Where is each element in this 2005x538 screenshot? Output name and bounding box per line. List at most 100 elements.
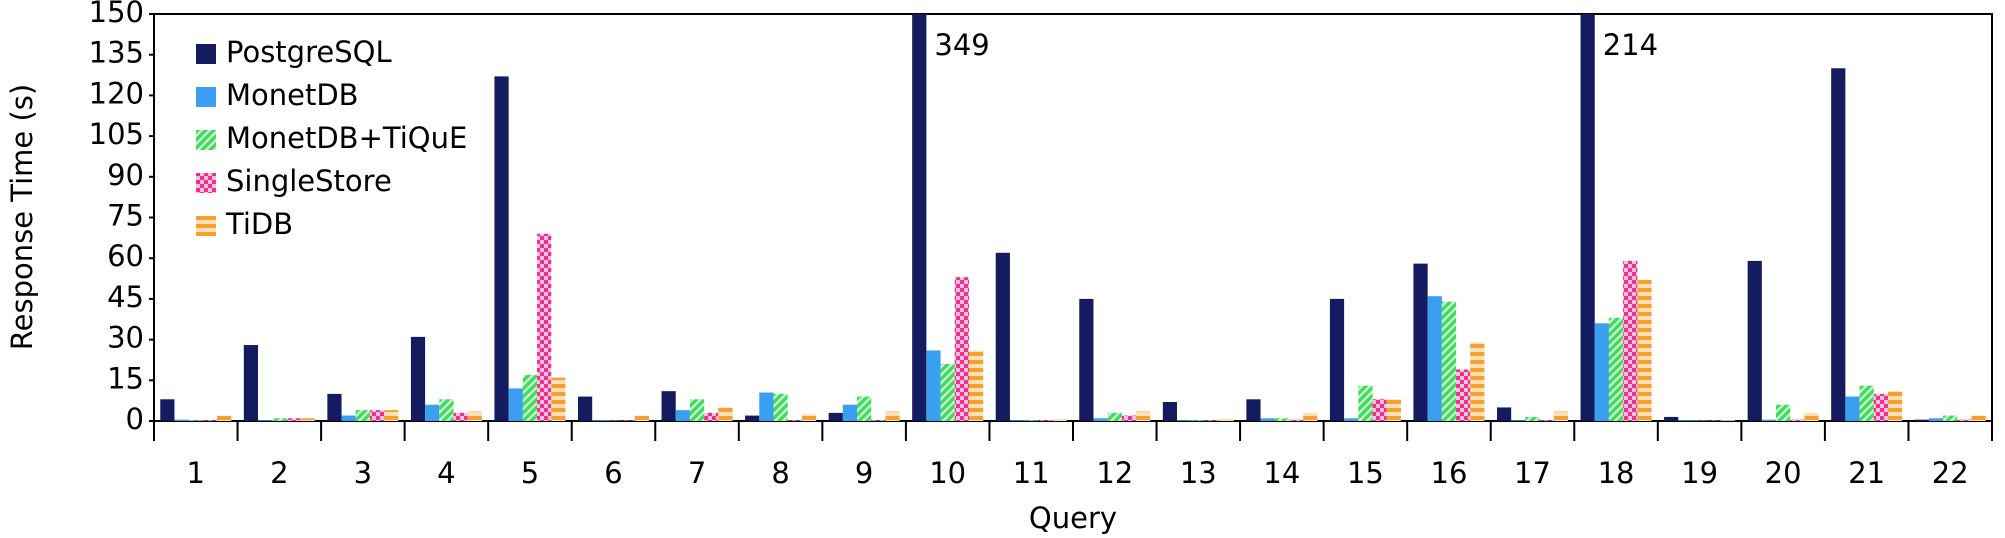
bar <box>745 415 760 421</box>
x-tick-label: 14 <box>1263 456 1300 490</box>
bar <box>1024 420 1039 421</box>
bar <box>1928 418 1944 421</box>
bar <box>494 76 509 421</box>
bar <box>1525 416 1540 421</box>
bar <box>1107 412 1122 421</box>
legend-label: TiDB <box>225 207 293 241</box>
bar <box>689 399 705 421</box>
y-tick-label: 30 <box>107 321 144 355</box>
bar <box>954 277 969 421</box>
bar <box>1706 420 1721 421</box>
x-tick-label: 18 <box>1598 456 1635 490</box>
bar <box>537 233 552 421</box>
bar <box>1470 342 1485 421</box>
x-tick-label: 21 <box>1848 456 1885 490</box>
bar <box>327 393 342 421</box>
bar <box>300 418 315 421</box>
x-tick-label: 16 <box>1431 456 1468 490</box>
x-tick-label: 3 <box>354 456 372 490</box>
bar <box>217 415 232 421</box>
y-tick-label: 105 <box>89 117 144 151</box>
bar <box>1121 415 1137 421</box>
y-tick-label: 0 <box>126 402 144 436</box>
bar <box>842 404 858 421</box>
x-tick-label: 12 <box>1096 456 1133 490</box>
bar <box>995 252 1010 421</box>
bar <box>634 415 650 421</box>
bar <box>773 393 788 421</box>
bar <box>439 399 454 421</box>
bar <box>577 396 593 421</box>
bar <box>1539 420 1554 421</box>
bar <box>871 420 886 421</box>
x-tick-label: 4 <box>437 456 455 490</box>
bar <box>592 420 607 421</box>
bar <box>1427 296 1442 421</box>
bar <box>926 350 941 421</box>
x-tick-label: 22 <box>1932 456 1969 490</box>
bars <box>160 14 1986 421</box>
bar <box>1288 419 1304 421</box>
bar <box>1804 412 1819 421</box>
bar <box>1511 420 1526 421</box>
bar <box>1873 393 1888 421</box>
bar <box>1205 420 1220 421</box>
plot-frame <box>153 13 1993 422</box>
y-tick-label: 150 <box>89 0 144 29</box>
bar <box>243 345 259 421</box>
bar <box>1329 298 1345 421</box>
bar <box>1456 369 1471 421</box>
bar <box>286 418 301 421</box>
bar <box>1831 68 1846 421</box>
clipped-value-label: 214 <box>1603 28 1658 62</box>
bar <box>355 410 370 421</box>
y-axis-label: Response Time (s) <box>5 84 39 350</box>
x-tick-label: 15 <box>1347 456 1384 490</box>
bar <box>1496 407 1512 421</box>
bar <box>787 420 802 421</box>
legend-swatch <box>196 173 216 193</box>
x-tick-label: 20 <box>1765 456 1802 490</box>
bar <box>522 374 538 421</box>
x-tick-label: 1 <box>187 456 205 490</box>
bar <box>1914 419 1929 421</box>
bar <box>1761 419 1777 421</box>
bar <box>661 391 676 421</box>
bar <box>1219 419 1234 421</box>
bar <box>258 420 273 421</box>
bar <box>425 404 440 421</box>
bar <box>384 410 399 421</box>
bar <box>1623 260 1638 421</box>
bar <box>160 399 175 421</box>
bar <box>1859 385 1874 421</box>
bar <box>1386 399 1401 421</box>
bar <box>508 388 523 421</box>
bar <box>912 14 927 421</box>
bar <box>369 410 385 421</box>
x-tick-label: 5 <box>521 456 539 490</box>
bar <box>1692 420 1707 421</box>
bar <box>1845 396 1860 421</box>
x-tick-label: 7 <box>688 456 706 490</box>
bar <box>453 412 468 421</box>
x-tick-label: 2 <box>270 456 288 490</box>
bar <box>620 420 635 421</box>
bar <box>1608 317 1624 421</box>
bar <box>704 412 719 421</box>
bar <box>885 411 900 421</box>
bar <box>675 410 690 421</box>
bar <box>1274 418 1289 421</box>
x-tick-label: 19 <box>1681 456 1718 490</box>
bar <box>1093 418 1108 421</box>
bar <box>1372 399 1387 421</box>
bar <box>1052 419 1067 421</box>
legend-swatch <box>196 216 216 236</box>
bar <box>857 396 872 421</box>
bar <box>174 419 189 421</box>
bar <box>341 415 356 421</box>
bar <box>1637 279 1652 421</box>
bar <box>1260 418 1275 421</box>
clipped-value-label: 349 <box>934 28 989 62</box>
bar <box>1038 420 1053 421</box>
bar <box>1303 412 1318 421</box>
